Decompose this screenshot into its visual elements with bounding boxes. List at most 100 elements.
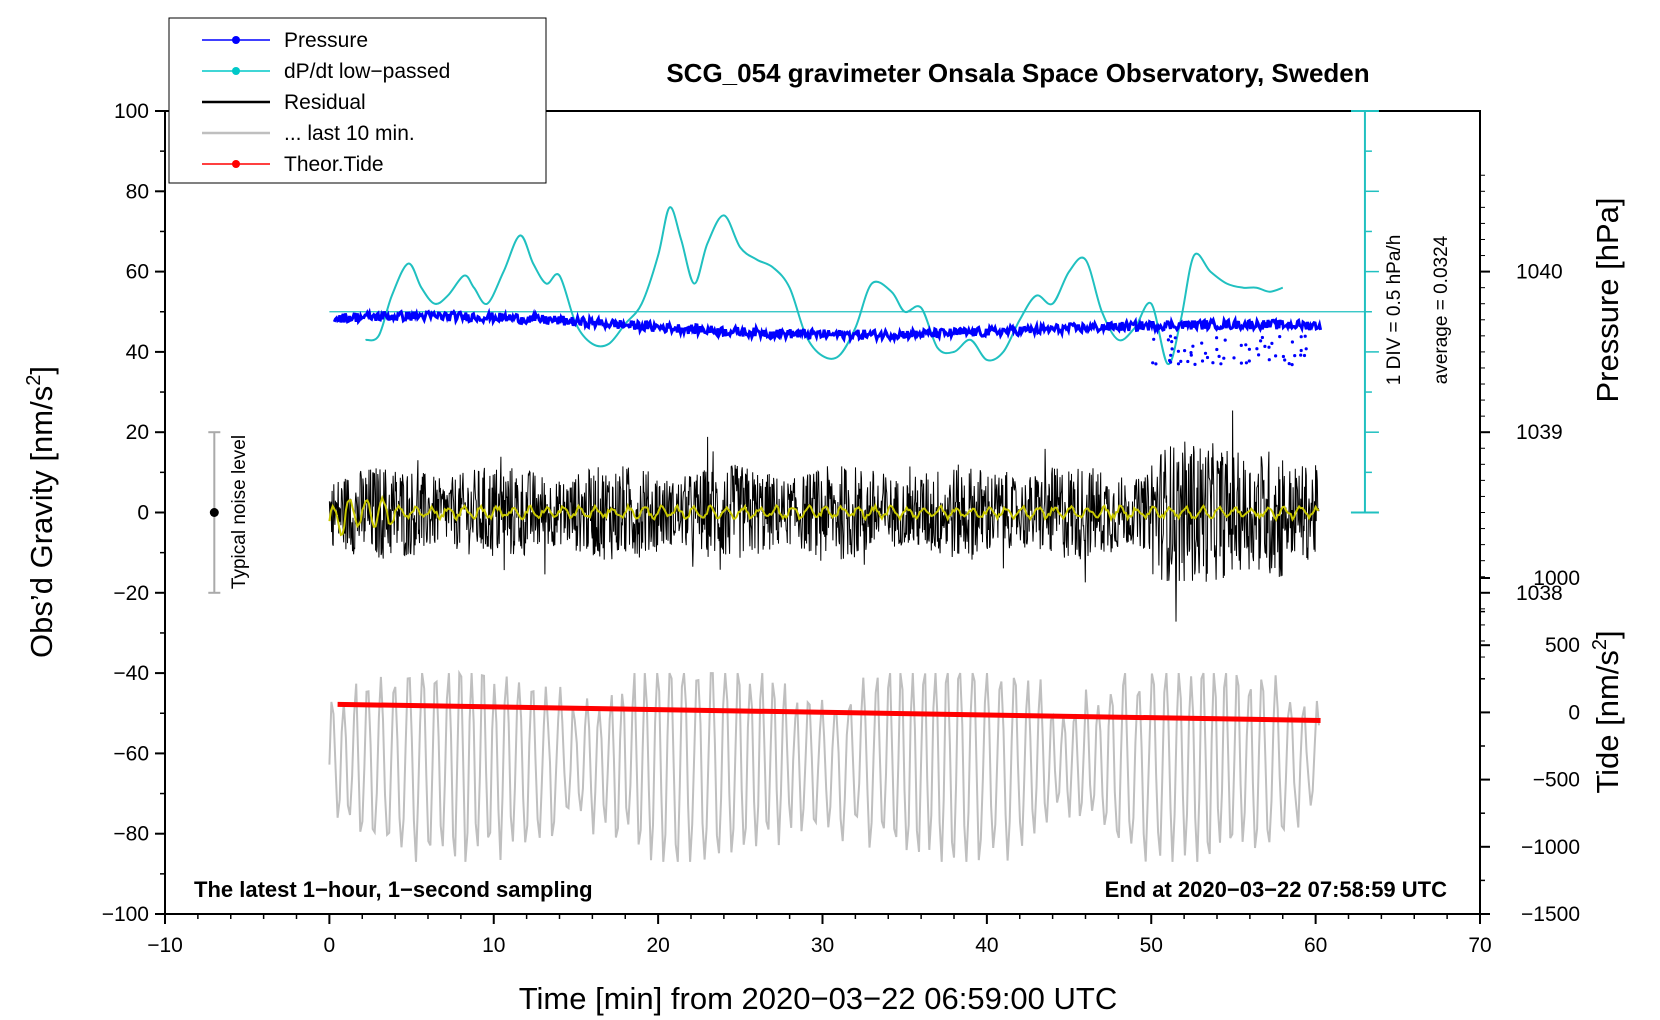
series-pressure-point xyxy=(1278,335,1282,339)
series-pressure-point xyxy=(1186,359,1190,364)
annotation-left: The latest 1−hour, 1−second sampling xyxy=(194,877,593,902)
series-pressure-point xyxy=(1179,359,1183,363)
series-pressure-point xyxy=(1274,354,1278,358)
tide-tick-label: −1000 xyxy=(1521,836,1580,859)
pressure-tick-label: 1038 xyxy=(1516,582,1563,605)
legend-label: Residual xyxy=(284,91,366,114)
x-tick-label: 0 xyxy=(324,934,336,957)
series-pressure-point xyxy=(1211,361,1215,365)
legend-entries: Pressure dP/dt low−passed Residual ... last… xyxy=(202,29,450,176)
noise-level-label: Typical noise level xyxy=(229,435,250,589)
series-pressure-point xyxy=(1299,353,1303,357)
x-tick-label: −10 xyxy=(147,934,183,957)
series-pressure-point xyxy=(1283,358,1287,362)
series-pressure-point xyxy=(1260,335,1264,340)
chart-title: SCG_054 gravimeter Onsala Space Observat… xyxy=(666,58,1369,88)
series-tide-line xyxy=(337,701,1321,723)
series-pressure-point xyxy=(1263,344,1267,348)
dpdt-average-label: average = 0.0324 xyxy=(1431,235,1452,384)
x-tick-label: 60 xyxy=(1304,934,1327,957)
pressure-axis-label: Pressure [hPa] xyxy=(1590,197,1625,402)
y-axis-label-end: ] xyxy=(24,366,59,375)
series-pressure-point xyxy=(1255,347,1259,351)
noise-level-marker xyxy=(208,431,221,594)
y-axis-label-main: Obs’d Gravity [nm/s xyxy=(24,386,59,658)
series-pressure-point xyxy=(1193,362,1197,366)
series-pressure-point xyxy=(1215,347,1219,352)
series-pressure-point xyxy=(1232,356,1236,360)
series-pressure-point xyxy=(1154,362,1158,366)
legend-label: ... last 10 min. xyxy=(284,122,415,145)
tide-axis-label-end: ] xyxy=(1590,630,1625,639)
dpdt-div-label: 1 DIV = 0.5 hPa/h xyxy=(1384,235,1405,386)
noise-level-center-dot xyxy=(209,508,219,517)
series-pressure-point xyxy=(1173,336,1177,340)
series-pressure-point xyxy=(1270,341,1274,345)
legend-box xyxy=(168,17,547,184)
series-pressure-point xyxy=(1169,360,1173,364)
legend-swatch-marker xyxy=(232,67,240,75)
tide-axis-label: Tide [nm/s2] xyxy=(1589,630,1625,793)
tide-tick-label: −500 xyxy=(1533,769,1580,792)
series-pressure-point xyxy=(1176,362,1181,366)
series-pressure-point xyxy=(1267,358,1271,362)
y-tick-label: −40 xyxy=(113,662,149,685)
legend-swatch-marker xyxy=(232,160,240,168)
y-tick-label: −100 xyxy=(102,903,149,926)
series-pressure-point xyxy=(1223,338,1227,342)
y-tick-label: 100 xyxy=(114,100,149,123)
x-tick-label: 70 xyxy=(1468,934,1491,957)
series-pressure-point xyxy=(1247,359,1251,363)
series-pressure-point xyxy=(1257,353,1261,357)
series-pressure-point xyxy=(1219,362,1223,366)
series-pressure-point xyxy=(1215,336,1219,340)
x-tick-label: 10 xyxy=(482,934,505,957)
series-pressure-point xyxy=(1267,345,1271,349)
series-pressure-point xyxy=(1176,349,1180,353)
tide-axis-ticks: 1000 500 0 −500 −1000 −1500 xyxy=(1480,567,1580,926)
y-axis-label: Obs’d Gravity [nm/s2] xyxy=(23,366,59,658)
y-tick-label: 20 xyxy=(126,421,149,444)
tide-axis-label-main: Tide [nm/s xyxy=(1590,650,1625,794)
series-pressure-point xyxy=(1239,343,1243,347)
dpdt-scale-bar xyxy=(1350,110,1379,514)
x-axis-label: Time [min] from 2020−03−22 06:59:00 UTC xyxy=(519,981,1118,1016)
series-pressure-point xyxy=(1281,354,1285,359)
x-tick-label: 40 xyxy=(975,934,998,957)
series-pressure-point xyxy=(1191,344,1195,348)
legend-label: Pressure xyxy=(284,29,368,52)
series-pressure-point xyxy=(1217,354,1221,358)
series-layer xyxy=(328,206,1365,862)
annotation-right: End at 2020−03−22 07:58:59 UTC xyxy=(1105,877,1448,902)
series-residual-line xyxy=(328,410,1320,622)
y-tick-label: 40 xyxy=(126,341,149,364)
series-pressure-point xyxy=(1299,335,1303,339)
tide-tick-label: 1000 xyxy=(1533,567,1580,590)
series-pressure-point xyxy=(1239,361,1243,365)
series-pressure-point xyxy=(1189,353,1193,357)
series-pressure-point xyxy=(1222,356,1226,360)
legend: Pressure dP/dt low−passed Residual ... last… xyxy=(168,17,547,184)
series-pressure-point xyxy=(1166,338,1170,342)
x-axis-ticks: −10 0 10 20 30 40 50 60 70 xyxy=(147,914,1492,957)
x-tick-label: 50 xyxy=(1140,934,1163,957)
series-residual-smoothed-line xyxy=(328,494,1320,537)
series-pressure-point xyxy=(1247,347,1251,351)
series-pressure-point xyxy=(1205,355,1210,360)
pressure-tick-label: 1039 xyxy=(1516,421,1563,444)
series-pressure-point xyxy=(1259,339,1263,343)
series-pressure-point xyxy=(1152,337,1156,341)
series-pressure-point xyxy=(1168,334,1173,338)
y-tick-label: 60 xyxy=(126,261,149,284)
series-pressure-point xyxy=(1299,348,1303,353)
series-pressure-point xyxy=(1290,340,1294,344)
x-tick-label: 20 xyxy=(646,934,669,957)
series-pressure-point xyxy=(1304,347,1308,351)
series-pressure-line xyxy=(332,307,1323,345)
tide-axis-label-sup: 2 xyxy=(1589,639,1611,650)
series-pressure-point xyxy=(1170,347,1174,351)
series-pressure-point xyxy=(1200,341,1204,345)
series-pressure-point xyxy=(1302,353,1307,358)
series-pressure-point xyxy=(1183,349,1187,353)
